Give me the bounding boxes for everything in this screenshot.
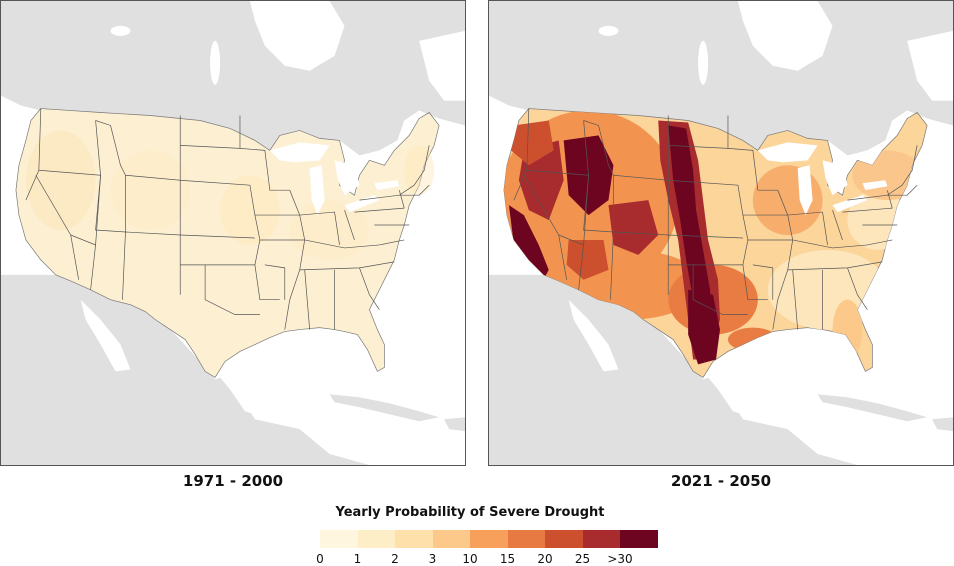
drought-hotspot-california bbox=[508, 205, 549, 285]
atlantic-ocean bbox=[384, 200, 465, 400]
drought-hotspot-pacific-nw bbox=[510, 120, 554, 166]
legend-tick-label: 25 bbox=[574, 552, 591, 566]
conterminous-us bbox=[15, 108, 440, 378]
map-panel-2021-2050 bbox=[488, 0, 954, 466]
baja-california bbox=[538, 279, 599, 380]
drought-tint bbox=[404, 145, 435, 196]
lake-erie bbox=[344, 195, 380, 213]
legend-swatch bbox=[432, 530, 470, 548]
drought-hotspot-southwest bbox=[566, 239, 609, 280]
legend-tick-labels: 0 1 2 3 10 15 20 25 >30 bbox=[0, 552, 954, 566]
state-borders bbox=[25, 108, 430, 330]
drought-hotspot-texas bbox=[688, 289, 721, 365]
atlantic-ocean bbox=[872, 200, 953, 400]
cuba bbox=[329, 394, 440, 422]
drought-region bbox=[852, 150, 923, 201]
lake-ontario bbox=[374, 180, 400, 191]
legend-tick-label: 2 bbox=[391, 552, 399, 566]
gulf-of-california bbox=[80, 299, 131, 372]
map-2021-2050 bbox=[489, 1, 953, 465]
cuba bbox=[817, 394, 928, 422]
drought-probability-layer bbox=[503, 110, 923, 365]
canada-landmass bbox=[1, 1, 465, 156]
hispaniola bbox=[932, 417, 953, 432]
baja-california bbox=[50, 279, 111, 380]
hispaniola bbox=[444, 417, 465, 432]
lake-ontario bbox=[862, 180, 888, 191]
gulf-of-mexico bbox=[693, 344, 848, 420]
lake-superior bbox=[757, 142, 818, 163]
drought-tint bbox=[110, 150, 191, 231]
gulf-of-mexico bbox=[205, 344, 360, 420]
legend-tick-label: 15 bbox=[499, 552, 516, 566]
map-panel-1971-2000 bbox=[0, 0, 466, 466]
canada-landmass bbox=[489, 1, 953, 156]
lake-huron bbox=[822, 160, 848, 196]
legend-tick-label: 3 bbox=[428, 552, 437, 566]
lake-michigan bbox=[309, 165, 325, 216]
legend-tick-label: 1 bbox=[353, 552, 362, 566]
canada-lake bbox=[110, 25, 131, 36]
lake-erie bbox=[832, 195, 868, 213]
drought-tint bbox=[25, 130, 96, 231]
lake-winnipeg bbox=[698, 40, 709, 85]
drought-region bbox=[767, 249, 888, 330]
st-lawrence-gulf bbox=[419, 30, 465, 101]
legend-tick-label: 10 bbox=[462, 552, 478, 566]
lake-winnipeg bbox=[210, 40, 221, 85]
lake-michigan bbox=[797, 165, 813, 216]
drought-region bbox=[832, 299, 863, 360]
state-borders bbox=[513, 108, 918, 330]
drought-tint bbox=[289, 200, 370, 260]
legend-swatch bbox=[620, 530, 658, 548]
legend-swatch bbox=[545, 530, 583, 548]
legend-swatch bbox=[320, 530, 358, 548]
legend-tick-label: >30 bbox=[607, 552, 633, 566]
map-1971-2000 bbox=[1, 1, 465, 465]
legend-swatch bbox=[357, 530, 395, 548]
period-label-1971-2000: 1971 - 2000 bbox=[182, 472, 284, 490]
hudson-bay bbox=[249, 1, 345, 71]
lake-huron bbox=[334, 160, 360, 196]
legend-swatch bbox=[470, 530, 508, 548]
drought-tint bbox=[220, 175, 280, 245]
legend-color-scale bbox=[320, 530, 658, 548]
legend-tick-label: 0 bbox=[316, 552, 324, 566]
period-label-2021-2050: 2021 - 2050 bbox=[670, 472, 772, 490]
drought-hotspot-colorado bbox=[608, 200, 659, 255]
gulf-of-california bbox=[568, 299, 619, 372]
canada-lake bbox=[598, 25, 619, 36]
legend-title: Yearly Probability of Severe Drought bbox=[335, 505, 605, 520]
lake-superior bbox=[269, 142, 330, 163]
legend-swatch bbox=[395, 530, 433, 548]
legend-tick-label: 20 bbox=[537, 552, 553, 566]
legend-swatch bbox=[507, 530, 545, 548]
hudson-bay bbox=[737, 1, 833, 71]
st-lawrence-gulf bbox=[907, 30, 953, 101]
legend-swatch bbox=[582, 530, 620, 548]
